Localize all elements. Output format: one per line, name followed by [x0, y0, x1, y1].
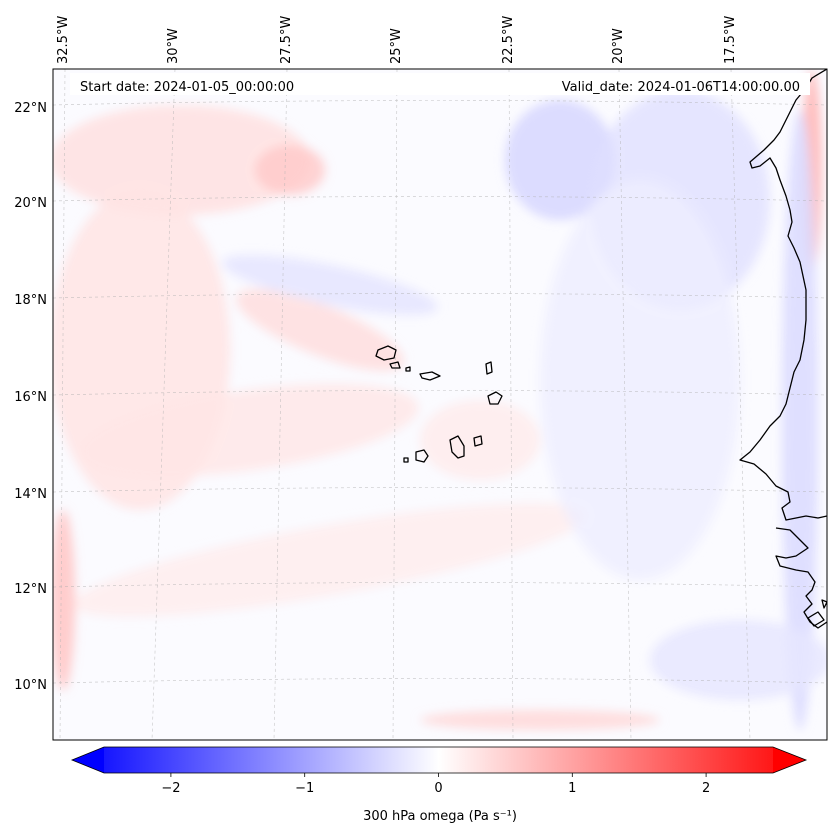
- omega-patch: [540, 180, 740, 580]
- omega-patch: [420, 400, 540, 480]
- brava-island: [403, 457, 409, 463]
- omega-patch: [505, 100, 615, 220]
- santo-antao-island: [375, 345, 397, 361]
- parallel-16n: [53, 390, 827, 396]
- start-date-label: Start date: 2024-01-05_00:00:00: [80, 80, 294, 95]
- meridian-22-5w: [508, 69, 514, 740]
- africa-coastline-south: [775, 527, 827, 629]
- parallel-12n: [53, 582, 827, 588]
- lat-label-10n: 10°N: [14, 678, 47, 693]
- africa-coastline: [739, 69, 827, 521]
- santa-luzia-island: [405, 366, 411, 372]
- omega-patch: [255, 145, 325, 195]
- lon-label-22-5w: 22.5°W: [501, 16, 516, 64]
- parallel-10n: [53, 678, 827, 684]
- meridian-32-5w: [59, 69, 66, 740]
- map-frame: [52, 68, 828, 741]
- bijagos-islands: [807, 599, 827, 627]
- colorbar-tick-label: 0: [434, 781, 442, 796]
- meridian-30w: [151, 69, 176, 740]
- colorbar-label: 300 hPa omega (Pa s⁻¹): [363, 809, 517, 824]
- meridian-27-5w: [273, 69, 288, 740]
- graticule: [53, 69, 827, 740]
- colorbar-low-extend: [72, 747, 104, 773]
- lon-label-20w: 20°W: [611, 28, 626, 64]
- sao-vicente-island: [389, 361, 401, 369]
- omega-patch: [53, 105, 310, 215]
- omega-field: [53, 70, 827, 730]
- colorbar: −2 −1 0 1 2 300 hPa omega (Pa s⁻¹): [70, 746, 808, 824]
- colorbar-body: [72, 747, 806, 773]
- parallel-18n: [53, 293, 827, 299]
- colorbar-tick-label: 1: [568, 781, 576, 796]
- omega-patch: [236, 289, 404, 371]
- colorbar-high-extend: [773, 747, 806, 773]
- omega-patch: [81, 383, 419, 477]
- colorbar-tick-label: −2: [161, 781, 180, 796]
- omega-patch: [73, 503, 587, 617]
- omega-patch: [420, 710, 660, 730]
- omega-patch: [650, 620, 827, 700]
- sal-island: [485, 361, 493, 375]
- lon-label-32-5w: 32.5°W: [56, 16, 71, 64]
- omega-patch: [222, 254, 438, 316]
- colorbar-outline: [70, 746, 808, 774]
- boa-vista-island: [487, 391, 503, 405]
- parallel-22n: [53, 100, 827, 106]
- colorbar-ticks: −2 −1 0 1 2: [161, 773, 710, 796]
- lat-label-20n: 20°N: [14, 196, 47, 211]
- meridian-20w: [618, 69, 632, 740]
- maio-island: [473, 435, 483, 447]
- header-strip: [70, 73, 810, 95]
- lat-label-12n: 12°N: [14, 582, 47, 597]
- colorbar-tick-label: −1: [295, 781, 314, 796]
- omega-patch: [782, 110, 818, 730]
- fogo-island: [415, 449, 429, 463]
- latitude-labels: 22°N 20°N 18°N 16°N 14°N 12°N 10°N: [14, 101, 47, 693]
- lat-label-16n: 16°N: [14, 390, 47, 405]
- lat-label-22n: 22°N: [14, 101, 47, 116]
- parallel-20n: [53, 196, 827, 202]
- map-panel: Start date: 2024-01-05_00:00:00 Valid_da…: [53, 69, 827, 740]
- lon-label-27-5w: 27.5°W: [279, 16, 294, 64]
- meridian-25w: [392, 69, 398, 740]
- valid-date-label: Valid_date: 2024-01-06T14:00:00.00: [562, 80, 800, 95]
- coastlines: [375, 69, 827, 629]
- lon-label-17-5w: 17.5°W: [723, 16, 738, 64]
- santiago-island: [449, 435, 465, 459]
- parallel-14n: [53, 487, 827, 493]
- lon-label-25w: 25°W: [389, 28, 404, 64]
- omega-patch: [53, 510, 75, 690]
- meridian-17-5w: [730, 69, 751, 740]
- lat-label-14n: 14°N: [14, 487, 47, 502]
- sao-nicolau-island: [419, 371, 441, 381]
- lat-label-18n: 18°N: [14, 293, 47, 308]
- lon-label-30w: 30°W: [166, 28, 181, 64]
- colorbar-tick-label: 2: [702, 781, 710, 796]
- longitude-labels: 32.5°W 30°W 27.5°W 25°W 22.5°W 20°W 17.5…: [56, 16, 738, 64]
